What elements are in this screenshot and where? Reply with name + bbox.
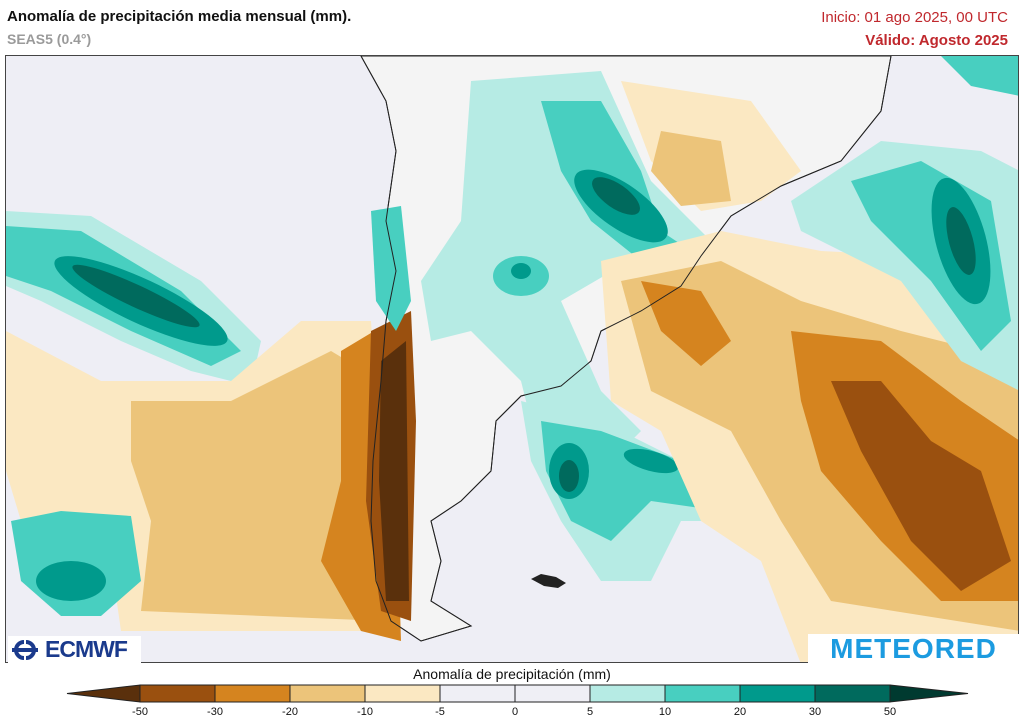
colorbar-tick-label: -30 [207, 706, 223, 718]
colorbar-tick-label: -10 [357, 706, 373, 718]
anomaly-wet-chaco-strong [511, 263, 531, 279]
colorbar-segment [739, 684, 816, 703]
ecmwf-emblem-icon [12, 639, 38, 660]
anomaly-wet-paraguay-core [592, 177, 640, 215]
anomaly-wet-pacific-core [72, 264, 200, 328]
colorbar-tick-label: 20 [733, 706, 747, 718]
model-label: SEAS5 (0.4°) [7, 31, 92, 47]
colorbar-segment [214, 684, 291, 703]
anomaly-wet-southeast-core [946, 207, 976, 275]
colorbar-tick-label: 0 [511, 706, 519, 718]
meteored-logo: METEORED [808, 632, 1019, 664]
ecmwf-logo-text: ECMWF [45, 636, 128, 662]
colorbar-tick-label: -50 [132, 706, 148, 718]
colorbar-segment [439, 684, 516, 703]
valid-period: Válido: Agosto 2025 [865, 32, 1008, 49]
coastline [360, 56, 892, 642]
colorbar-segment [589, 684, 666, 703]
colorbar-segment [514, 684, 591, 703]
anomaly-dry-atlantic-core [831, 381, 1011, 591]
anomaly-dry-uruguay [641, 281, 731, 366]
anomaly-wet-northeast [941, 56, 1018, 96]
anomaly-dry-chile-core [379, 341, 409, 601]
anomaly-wet-pacific-south-strong [36, 561, 106, 601]
colorbar-over-triangle [889, 684, 969, 703]
anomaly-dry-pacific-mid [131, 351, 386, 621]
colorbar-segment [364, 684, 441, 703]
colorbar-segment [664, 684, 741, 703]
anomaly-wet-atlantic-core [559, 460, 579, 492]
colorbar-segment [139, 684, 216, 703]
colorbar-tick-label: -20 [282, 706, 298, 718]
anomaly-wet-interior-light [421, 71, 721, 471]
colorbar-tick-label: 30 [808, 706, 822, 718]
colorbar-under-triangle [66, 684, 141, 703]
colorbar [66, 684, 969, 703]
colorbar-tick-label: 10 [658, 706, 672, 718]
ecmwf-logo: ECMWF [8, 636, 141, 663]
colorbar-segment [814, 684, 891, 703]
colorbar-title: Anomalía de precipitación (mm) [413, 666, 611, 682]
colorbar-segment [289, 684, 366, 703]
anomaly-wet-andes [371, 206, 411, 331]
precipitation-anomaly-map [5, 55, 1019, 663]
anomaly-wet-atlantic-east [623, 448, 679, 474]
colorbar-tick-label: -5 [435, 706, 445, 718]
anomaly-wet-atlantic-mid [541, 421, 741, 541]
init-time: Inicio: 01 ago 2025, 00 UTC [821, 9, 1008, 26]
colorbar-tick-label: 50 [883, 706, 897, 718]
colorbar-tick-label: 5 [586, 706, 594, 718]
map-canvas [6, 56, 1018, 662]
anomaly-dry-brazil-mid [651, 131, 731, 206]
map-title: Anomalía de precipitación media mensual … [7, 8, 352, 25]
falkland-islands [531, 574, 566, 588]
meteored-logo-text: METEORED [830, 632, 997, 664]
